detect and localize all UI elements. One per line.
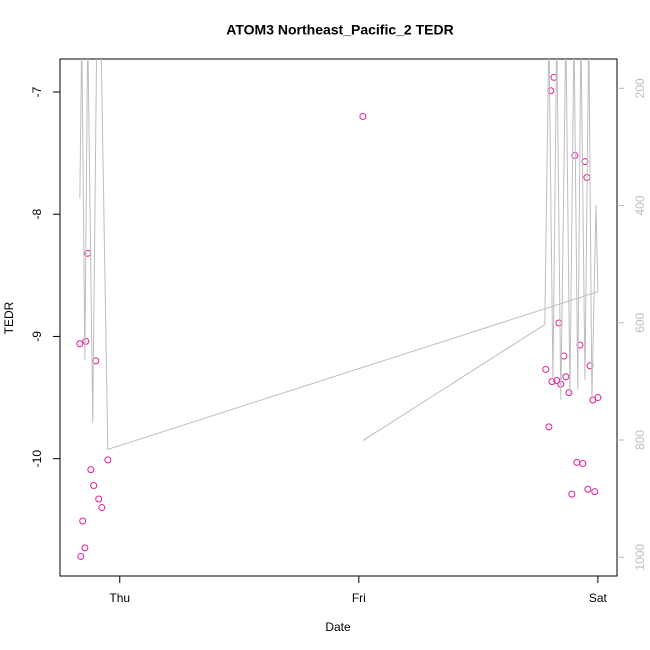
y-tick-label: -7: [30, 86, 44, 97]
point: [104, 456, 112, 464]
plot-area: [76, 59, 602, 560]
x-tick-label: Thu: [109, 591, 130, 605]
point: [76, 340, 84, 348]
point: [77, 552, 85, 560]
point: [90, 482, 98, 490]
point: [547, 87, 555, 95]
plot-frame: [59, 58, 618, 577]
point: [591, 488, 599, 496]
point: [98, 504, 106, 512]
y2-tick-label: 1000: [633, 544, 647, 571]
point: [562, 373, 570, 381]
y-tick-label: -10: [30, 450, 44, 468]
point: [542, 365, 550, 373]
y-tick-label: -9: [30, 331, 44, 342]
point: [568, 490, 576, 498]
point: [548, 378, 556, 386]
point: [573, 458, 581, 466]
point: [87, 466, 95, 474]
point: [553, 376, 561, 384]
point: [92, 357, 100, 365]
point: [579, 460, 587, 468]
x-tick-label: Sat: [589, 591, 608, 605]
chart-title: ATOM3 Northeast_Pacific_2 TEDR: [226, 22, 453, 38]
point: [545, 423, 553, 431]
point: [555, 319, 563, 327]
point: [95, 495, 103, 503]
point: [81, 544, 89, 552]
y2-tick-label: 200: [633, 78, 647, 98]
x-axis-label: Date: [325, 620, 351, 634]
point: [594, 394, 602, 402]
y2-tick-label: 400: [633, 195, 647, 215]
y-tick-label: -8: [30, 209, 44, 220]
point: [359, 112, 367, 120]
point: [565, 389, 573, 397]
point: [584, 485, 592, 493]
y2-tick-label: 600: [633, 312, 647, 332]
y-axis-label: TEDR: [2, 301, 16, 334]
x-tick-label: Fri: [352, 591, 366, 605]
point: [79, 517, 87, 525]
point: [82, 337, 90, 345]
line: [79, 59, 599, 451]
y2-tick-label: 800: [633, 430, 647, 450]
